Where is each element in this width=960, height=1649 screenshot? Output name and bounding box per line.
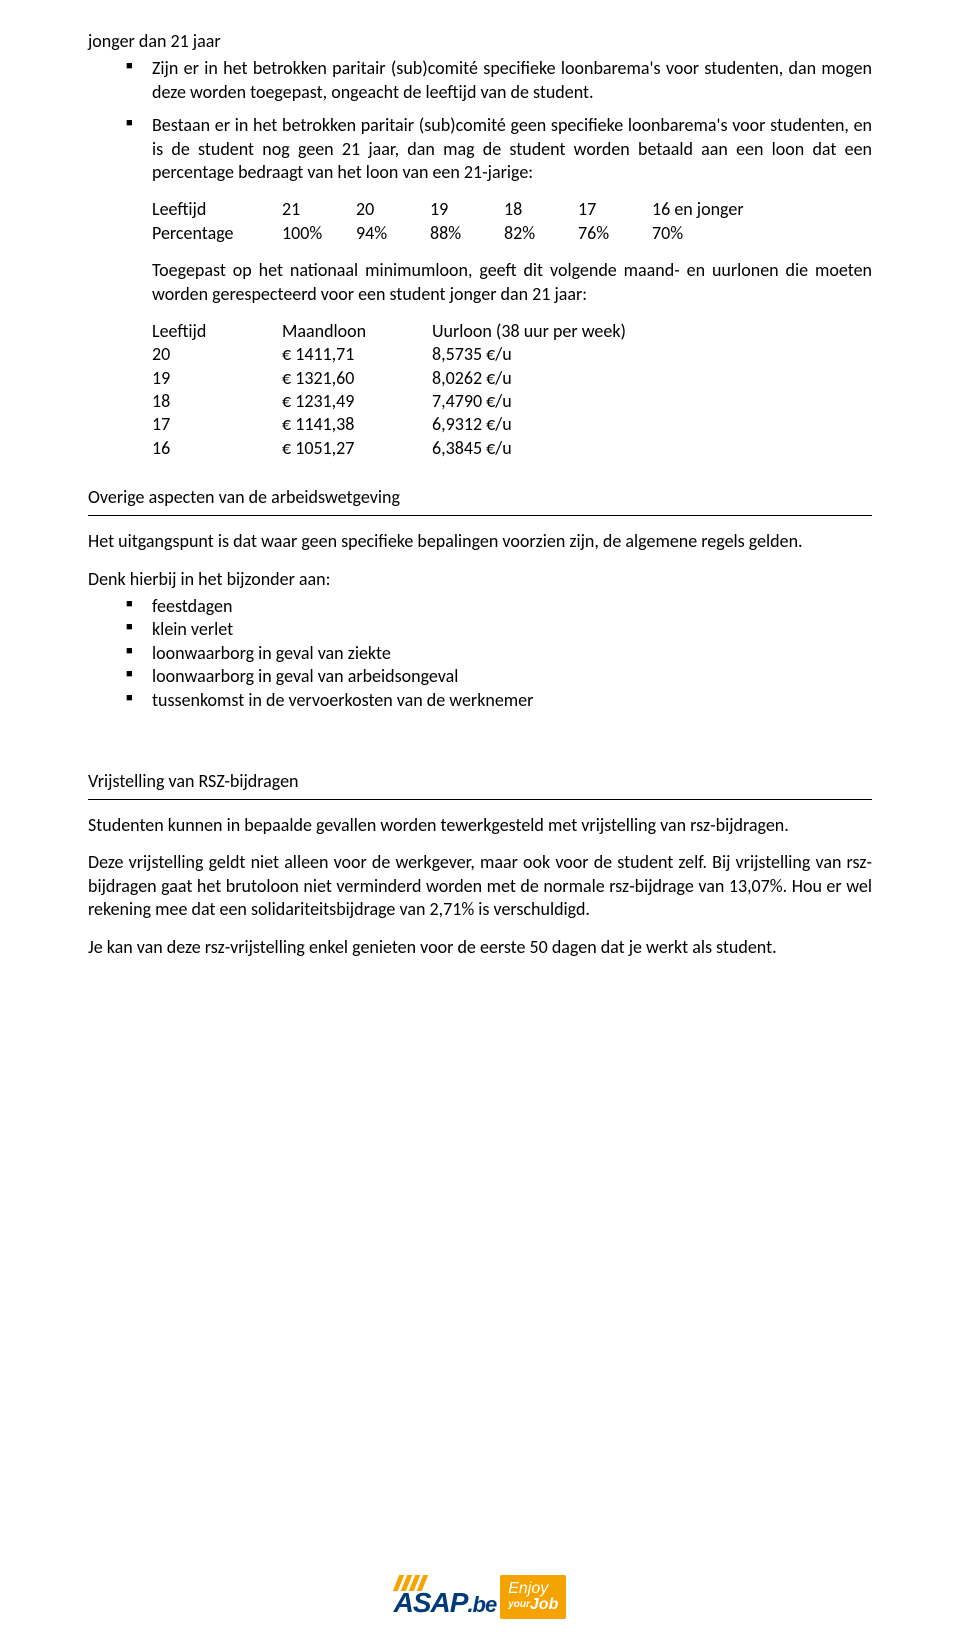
rsz-p2: Deze vrijstelling geldt niet alleen voor… — [88, 851, 872, 921]
cell: € 1411,71 — [282, 343, 432, 366]
table-row: 17 € 1141,38 6,9312 €/u — [152, 413, 872, 436]
logo-tagline-box: Enjoy yourJob — [500, 1575, 566, 1619]
cell: 19 — [152, 367, 282, 390]
cell: 18 — [152, 390, 282, 413]
cell: 17 — [578, 198, 652, 221]
cell: 16 en jonger — [652, 198, 782, 221]
cell: 88% — [430, 222, 504, 245]
table-row: 18 € 1231,49 7,4790 €/u — [152, 390, 872, 413]
cell: 100% — [282, 222, 356, 245]
table-row: 16 € 1051,27 6,3845 €/u — [152, 437, 872, 460]
row-label: Percentage — [152, 222, 282, 245]
table-row: 19 € 1321,60 8,0262 €/u — [152, 367, 872, 390]
tagline-your: your — [508, 1599, 530, 1610]
list-item: loonwaarborg in geval van ziekte — [126, 642, 872, 665]
table-row: Leeftijd 21 20 19 18 17 16 en jonger — [152, 198, 872, 221]
labor-intro: Het uitgangspunt is dat waar geen specif… — [88, 530, 872, 553]
tagline-line1: Enjoy — [508, 1581, 558, 1597]
rsz-p1: Studenten kunnen in bepaalde gevallen wo… — [88, 814, 872, 837]
table-row: Percentage 100% 94% 88% 82% 76% 70% — [152, 222, 872, 245]
section-rule — [88, 798, 872, 800]
cell: 70% — [652, 222, 782, 245]
list-item: klein verlet — [126, 618, 872, 641]
list-item: Bestaan er in het betrokken paritair (su… — [126, 114, 872, 184]
cell: € 1321,60 — [282, 367, 432, 390]
table-header-row: Leeftijd Maandloon Uurloon (38 uur per w… — [152, 320, 872, 343]
cell: 6,3845 €/u — [432, 437, 732, 460]
list-item: feestdagen — [126, 595, 872, 618]
heading-outside: jonger dan 21 jaar — [88, 30, 872, 53]
cell: 94% — [356, 222, 430, 245]
cell: 20 — [152, 343, 282, 366]
applied-paragraph: Toegepast op het nationaal minimumloon, … — [152, 259, 872, 306]
footer-logo: ASAP.be Enjoy yourJob — [394, 1575, 567, 1619]
age-percentage-table: Leeftijd 21 20 19 18 17 16 en jonger Per… — [152, 198, 872, 245]
cell: 16 — [152, 437, 282, 460]
spacer — [88, 726, 872, 744]
rsz-p3: Je kan van deze rsz-vrijstelling enkel g… — [88, 936, 872, 959]
section-rule — [88, 514, 872, 516]
page-footer: ASAP.be Enjoy yourJob — [0, 1575, 960, 1619]
list-item: tussenkomst in de vervoerkosten van de w… — [126, 689, 872, 712]
logo-brand: ASAP — [394, 1587, 468, 1618]
asap-logo: ASAP.be — [394, 1575, 497, 1619]
list-item: loonwaarborg in geval van arbeidsongeval — [126, 665, 872, 688]
labor-thinkof: Denk hierbij in het bijzonder aan: — [88, 568, 872, 591]
tagline-job: Job — [530, 1596, 558, 1613]
section-title-labor: Overige aspecten van de arbeidswetgeving — [88, 486, 872, 508]
cell: 8,5735 €/u — [432, 343, 732, 366]
wage-table: Leeftijd Maandloon Uurloon (38 uur per w… — [152, 320, 872, 460]
cell: 19 — [430, 198, 504, 221]
logo-text: ASAP.be — [394, 1587, 497, 1619]
cell: € 1051,27 — [282, 437, 432, 460]
cell: 76% — [578, 222, 652, 245]
labor-bullet-list: feestdagen klein verlet loonwaarborg in … — [88, 595, 872, 712]
cell: 17 — [152, 413, 282, 436]
cell: 8,0262 €/u — [432, 367, 732, 390]
cell: 20 — [356, 198, 430, 221]
cell: 82% — [504, 222, 578, 245]
document-page: jonger dan 21 jaar Zijn er in het betrok… — [0, 0, 960, 1649]
cell: 6,9312 €/u — [432, 413, 732, 436]
tagline-line2: yourJob — [508, 1597, 558, 1613]
table-row: 20 € 1411,71 8,5735 €/u — [152, 343, 872, 366]
cell: 21 — [282, 198, 356, 221]
cell: € 1231,49 — [282, 390, 432, 413]
cell: 18 — [504, 198, 578, 221]
logo-suffix: .be — [467, 1592, 496, 1617]
col-header: Maandloon — [282, 320, 432, 343]
list-item: Zijn er in het betrokken paritair (sub)c… — [126, 57, 872, 104]
top-bullet-list: Zijn er in het betrokken paritair (sub)c… — [88, 57, 872, 184]
row-label: Leeftijd — [152, 198, 282, 221]
cell: 7,4790 €/u — [432, 390, 732, 413]
col-header: Leeftijd — [152, 320, 282, 343]
section-title-rsz: Vrijstelling van RSZ-bijdragen — [88, 770, 872, 792]
col-header: Uurloon (38 uur per week) — [432, 320, 732, 343]
cell: € 1141,38 — [282, 413, 432, 436]
